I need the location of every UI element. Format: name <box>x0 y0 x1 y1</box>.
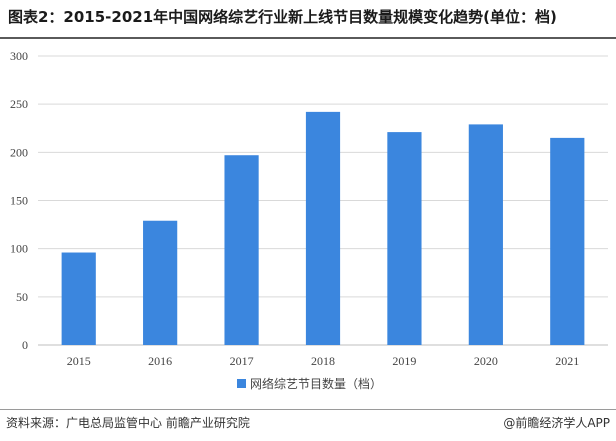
y-tick-label: 50 <box>16 290 28 304</box>
legend-label: 网络综艺节目数量（档） <box>250 376 382 391</box>
bar-2019 <box>387 132 422 345</box>
bar-2015 <box>61 252 96 345</box>
x-tick-label: 2021 <box>555 354 579 368</box>
x-axis-ticks: 2015 2016 2017 2018 2019 2020 2021 <box>67 354 580 368</box>
title-divider <box>0 37 616 39</box>
y-tick-label: 100 <box>10 242 28 256</box>
legend: 网络综艺节目数量（档） <box>237 376 382 391</box>
bar-2020 <box>468 124 503 345</box>
bar-2018 <box>305 111 341 345</box>
y-tick-label: 150 <box>10 194 28 208</box>
x-tick-label: 2015 <box>67 354 91 368</box>
source-note: 资料来源：广电总局监管中心 前瞻产业研究院 <box>6 416 250 430</box>
y-axis-ticks: 0 50 100 150 200 250 300 <box>10 49 28 352</box>
x-tick-label: 2016 <box>148 354 172 368</box>
credit-note: @前瞻经济学人APP <box>503 416 610 430</box>
y-tick-label: 200 <box>10 145 28 159</box>
bars <box>61 111 585 345</box>
x-tick-label: 2018 <box>311 354 335 368</box>
legend-swatch <box>237 379 246 388</box>
bar-2016 <box>143 220 178 345</box>
x-tick-label: 2017 <box>230 354 254 368</box>
y-tick-label: 0 <box>22 338 28 352</box>
x-tick-label: 2019 <box>392 354 416 368</box>
y-tick-label: 250 <box>10 97 28 111</box>
y-tick-label: 300 <box>10 49 28 63</box>
chart-title: 图表2：2015-2021年中国网络综艺行业新上线节目数量规模变化趋势(单位：档… <box>8 8 557 26</box>
footer-divider <box>0 409 616 410</box>
bar-2017 <box>224 155 259 345</box>
x-tick-label: 2020 <box>474 354 498 368</box>
bar-2021 <box>550 137 585 345</box>
